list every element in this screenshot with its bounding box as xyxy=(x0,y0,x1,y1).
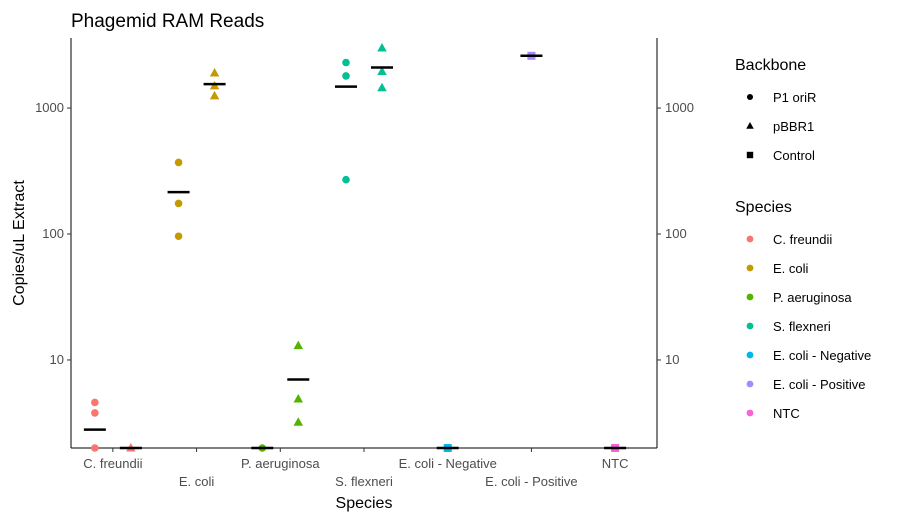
legend-key-p1-orir xyxy=(746,93,754,101)
legend-label-p-aeruginosa: P. aeruginosa xyxy=(773,290,852,305)
point-e-coli-p1-orir-0 xyxy=(174,158,183,167)
legend-label-ntc: NTC xyxy=(773,406,800,421)
legend-label-e-coli: E. coli xyxy=(773,261,809,276)
point-c-freundii-p1-orir-2 xyxy=(91,444,99,452)
legend-label-p1-orir: P1 oriR xyxy=(773,90,816,105)
point-p-aeruginosa-pbbr1-2 xyxy=(293,417,304,426)
legend-title-species: Species xyxy=(735,199,792,216)
point-s-flexneri-p1-orir-2 xyxy=(342,175,350,184)
x-tick-label-s-flexneri: S. flexneri xyxy=(335,474,393,489)
point-s-flexneri-pbbr1-2 xyxy=(377,82,387,92)
y-tick-label-right: 100 xyxy=(665,226,687,241)
y-axis-title: Copies/uL Extract xyxy=(11,180,28,306)
y-tick-label-left: 1000 xyxy=(35,100,64,115)
chart-title: Phagemid RAM Reads xyxy=(71,11,264,32)
legend-key-e-coli xyxy=(746,264,754,272)
legend-key-e-coli-negative xyxy=(746,351,754,359)
y-tick-label-left: 10 xyxy=(50,352,64,367)
legend-key-e-coli-positive xyxy=(746,380,754,388)
point-p-aeruginosa-pbbr1-1 xyxy=(293,393,304,403)
legend-key-s-flexneri xyxy=(746,322,754,330)
legend-key-p-aeruginosa xyxy=(746,293,754,301)
point-s-flexneri-pbbr1-1 xyxy=(377,66,387,76)
legend-label-s-flexneri: S. flexneri xyxy=(773,319,831,334)
legend-key-pbbr1 xyxy=(746,122,754,129)
point-e-coli-p1-orir-2 xyxy=(174,232,183,241)
point-s-flexneri-pbbr1-0 xyxy=(377,42,387,52)
legend-label-e-coli-positive: E. coli - Positive xyxy=(773,377,865,392)
x-tick-label-e-coli: E. coli xyxy=(179,474,215,489)
legend-key-c-freundii xyxy=(746,235,754,243)
point-c-freundii-p1-orir-0 xyxy=(91,398,99,407)
y-tick-label-right: 1000 xyxy=(665,100,694,115)
legend-label-e-coli-negative: E. coli - Negative xyxy=(773,348,871,363)
point-e-coli-p1-orir-1 xyxy=(174,199,183,208)
legend-key-ntc xyxy=(746,409,754,417)
x-tick-label-e-coli-negative: E. coli - Negative xyxy=(399,456,497,471)
legend-key-control xyxy=(746,151,754,159)
point-c-freundii-p1-orir-1 xyxy=(91,409,99,417)
legend-label-pbbr1: pBBR1 xyxy=(773,119,814,134)
point-p-aeruginosa-pbbr1-0 xyxy=(293,340,304,350)
x-tick-label-c-freundii: C. freundii xyxy=(83,456,142,471)
point-s-flexneri-p1-orir-1 xyxy=(342,72,350,80)
point-e-coli-pbbr1-2 xyxy=(209,90,220,100)
y-tick-label-right: 10 xyxy=(665,352,679,367)
legend-label-control: Control xyxy=(773,148,815,163)
x-tick-label-e-coli-positive: E. coli - Positive xyxy=(485,474,577,489)
legend-title-backbone: Backbone xyxy=(735,57,806,74)
x-tick-label-ntc: NTC xyxy=(602,456,629,471)
x-tick-label-p-aeruginosa: P. aeruginosa xyxy=(241,456,320,471)
y-tick-label-left: 100 xyxy=(42,226,64,241)
legend-label-c-freundii: C. freundii xyxy=(773,232,832,247)
point-e-coli-pbbr1-0 xyxy=(209,67,220,77)
x-axis-title: Species xyxy=(336,495,393,512)
point-s-flexneri-p1-orir-0 xyxy=(342,58,350,67)
